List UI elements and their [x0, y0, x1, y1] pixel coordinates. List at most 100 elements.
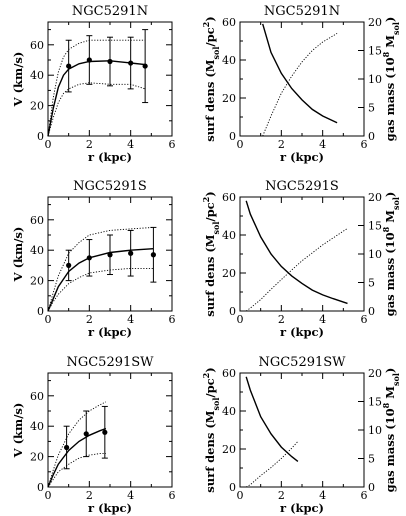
- label-superscript: 2: [201, 373, 211, 379]
- y-axis-label: V (km/s): [11, 52, 25, 108]
- x-tick-label: 4: [127, 138, 134, 151]
- x-tick-label: 2: [86, 313, 93, 326]
- data-point: [64, 444, 70, 451]
- label-part: ): [203, 16, 217, 21]
- plot-frame: [239, 196, 365, 312]
- y-tick-label: 60: [222, 16, 236, 29]
- panel-title: NGC5291S: [265, 179, 339, 194]
- y-axis-label: V (km/s): [11, 403, 25, 459]
- x-axis-label: r (kpc): [88, 501, 132, 515]
- label-part: /pc: [203, 378, 217, 397]
- x-tick-label: 0: [45, 489, 52, 502]
- y-tick-label: 60: [222, 367, 236, 380]
- y-right-tick-label: 15: [368, 45, 382, 58]
- y-tick-label: 40: [30, 69, 44, 82]
- x-tick-label: 4: [127, 313, 134, 326]
- y-tick-label: 60: [30, 390, 44, 403]
- label-subscript: sol: [391, 197, 401, 210]
- model-rotation-curve: [47, 248, 154, 312]
- surface-density-curve: [262, 23, 338, 124]
- data-point: [107, 252, 113, 258]
- y-right-tick-label: 0: [368, 305, 375, 318]
- label-superscript: 8: [381, 51, 391, 57]
- plot-frame: [239, 372, 365, 488]
- y-tick-label: 60: [30, 39, 44, 52]
- x-tick-label: 6: [361, 489, 368, 502]
- x-tick-label: 6: [361, 313, 368, 326]
- y-tick-label: 0: [229, 305, 236, 318]
- label-part: surf dens (M: [203, 234, 217, 316]
- label-part: gas mass (10: [383, 232, 397, 316]
- label-part: ): [383, 17, 397, 22]
- model-upper-bound: [47, 39, 146, 137]
- y-tick-label: 40: [222, 54, 236, 67]
- label-part: M: [383, 35, 397, 52]
- x-tick-label: 4: [319, 489, 326, 502]
- panel-title: NGC5291SW: [66, 355, 154, 370]
- y-tick-label: 60: [30, 214, 44, 227]
- x-tick-label: 2: [86, 489, 93, 502]
- x-axis-label: r (kpc): [88, 150, 132, 164]
- label-subscript: sol: [211, 47, 221, 60]
- label-part: M: [383, 210, 397, 227]
- label-superscript: 2: [201, 197, 211, 203]
- gas-mass-curve: [262, 33, 338, 137]
- x-tick-label: 4: [319, 138, 326, 151]
- data-point: [86, 57, 92, 63]
- y-axis-label: surf dens (Msol/pc2): [201, 367, 221, 492]
- label-subscript: sol: [391, 373, 401, 386]
- label-part: ): [203, 367, 217, 372]
- data-point: [128, 60, 134, 66]
- model-rotation-curve: [47, 427, 107, 488]
- x-tick-label: 0: [45, 138, 52, 151]
- data-point: [66, 63, 72, 69]
- x-tick-label: 2: [278, 313, 285, 326]
- data-point: [128, 250, 134, 256]
- label-part: gas mass (10: [383, 408, 397, 492]
- y-right-axis-label: gas mass (108 Msol): [381, 192, 401, 317]
- x-axis-label: r (kpc): [280, 150, 324, 164]
- label-superscript: 8: [381, 402, 391, 408]
- model-lower-bound: [47, 82, 146, 137]
- x-tick-label: 0: [237, 313, 244, 326]
- model-lower-bound: [47, 267, 154, 312]
- panel-title: NGC5291N: [72, 4, 148, 19]
- y-tick-label: 40: [222, 229, 236, 242]
- x-tick-label: 6: [169, 138, 176, 151]
- x-tick-label: 2: [278, 489, 285, 502]
- model-lower-bound: [47, 453, 106, 488]
- y-right-axis-label: gas mass (108 Msol): [381, 17, 401, 142]
- data-point: [66, 262, 72, 268]
- y-axis-label: surf dens (Msol/pc2): [201, 191, 221, 316]
- label-subscript: sol: [211, 222, 221, 235]
- x-axis-label: r (kpc): [280, 501, 324, 515]
- y-right-tick-label: 20: [368, 367, 382, 380]
- y-right-tick-label: 5: [368, 277, 375, 290]
- y-right-tick-label: 0: [368, 130, 375, 143]
- y-right-tick-label: 20: [368, 16, 382, 29]
- y-tick-label: 0: [37, 305, 44, 318]
- y-right-tick-label: 10: [368, 424, 382, 437]
- x-tick-label: 4: [127, 489, 134, 502]
- plot-frame: [239, 21, 365, 137]
- label-part: /pc: [203, 27, 217, 46]
- panel-title: NGC5291S: [73, 179, 147, 194]
- x-tick-label: 2: [86, 138, 93, 151]
- y-tick-label: 20: [30, 100, 44, 113]
- y-tick-label: 0: [229, 130, 236, 143]
- gas-mass-curve: [245, 441, 299, 488]
- y-tick-label: 20: [30, 451, 44, 464]
- x-axis-label: r (kpc): [280, 325, 324, 339]
- panel-title: NGC5291N: [264, 4, 340, 19]
- x-tick-label: 6: [169, 313, 176, 326]
- x-tick-label: 0: [45, 313, 52, 326]
- y-tick-label: 0: [229, 481, 236, 494]
- data-point: [102, 429, 108, 435]
- x-tick-label: 6: [169, 489, 176, 502]
